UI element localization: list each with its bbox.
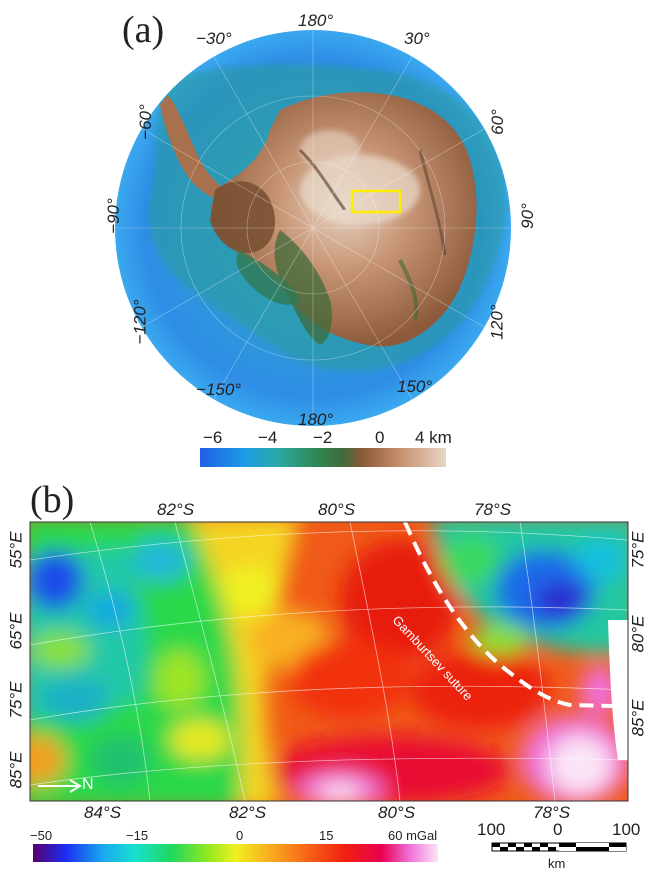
- scale-bar: [491, 842, 627, 852]
- study-area-box: [350, 189, 402, 214]
- lat-bottom-84s: 84°S: [84, 803, 122, 822]
- lat-bottom-82s: 82°S: [229, 803, 267, 822]
- panel-b-label: (b): [30, 479, 75, 521]
- grav-tick-0: 0: [236, 828, 244, 843]
- lon-label-neg150: −150°: [196, 380, 242, 399]
- scale-label-right: 100: [612, 820, 641, 839]
- lon-label-neg120: −120°: [130, 299, 150, 345]
- gravity-anomaly-map: [30, 522, 628, 801]
- elev-tick-neg2: −2: [313, 428, 333, 447]
- lon-label-neg60: −60°: [135, 104, 155, 140]
- gamburtsev-suture-line: [403, 522, 616, 708]
- lat-top-78s: 78°S: [474, 500, 512, 519]
- elevation-colorbar: [200, 448, 446, 467]
- lon-label-180-bottom: 180°: [298, 410, 334, 429]
- lon-label-180-top: 180°: [298, 11, 334, 30]
- lon-label-pos60: 60°: [487, 109, 507, 135]
- grav-tick-60: 60 mGal: [388, 828, 438, 843]
- antarctica-globe: [115, 30, 511, 426]
- lon-label-neg30: −30°: [196, 29, 232, 48]
- lat-top-80s: 80°S: [318, 500, 356, 519]
- lon-label-pos150: 150°: [397, 377, 433, 396]
- gravity-colorbar: [33, 844, 438, 862]
- grav-tick-15: 15: [319, 828, 334, 843]
- north-label: N: [82, 776, 94, 793]
- panel-a-label: (a): [122, 9, 165, 51]
- lat-bottom-80s: 80°S: [378, 803, 416, 822]
- lat-top-82s: 82°S: [157, 500, 195, 519]
- lon-left-55e: 55°E: [6, 531, 26, 569]
- lon-left-75e: 75°E: [6, 681, 26, 719]
- elev-tick-neg4: −4: [258, 428, 278, 447]
- lon-right-80e: 80°E: [628, 615, 648, 653]
- lat-bottom-78s: 78°S: [533, 803, 571, 822]
- north-arrow: [38, 779, 82, 793]
- scale-label-center: 0: [553, 820, 563, 839]
- elev-tick-0: 0: [375, 428, 385, 447]
- lon-left-65e: 65°E: [6, 612, 26, 650]
- scale-label-left: 100: [477, 820, 506, 839]
- lon-label-pos30: 30°: [404, 29, 430, 48]
- elev-tick-4km: 4 km: [415, 428, 452, 447]
- lon-right-75e: 75°E: [628, 531, 648, 569]
- lon-label-pos120: 120°: [487, 304, 507, 340]
- lon-label-neg90: −90°: [103, 198, 123, 234]
- grav-tick-neg15: −15: [126, 828, 149, 843]
- lon-right-85e: 85°E: [628, 699, 648, 737]
- elev-tick-neg6: −6: [203, 428, 223, 447]
- grav-tick-neg50: −50: [30, 828, 53, 843]
- scale-unit: km: [548, 856, 566, 871]
- lon-left-85e: 85°E: [6, 751, 26, 789]
- lon-label-pos90: 90°: [517, 203, 537, 229]
